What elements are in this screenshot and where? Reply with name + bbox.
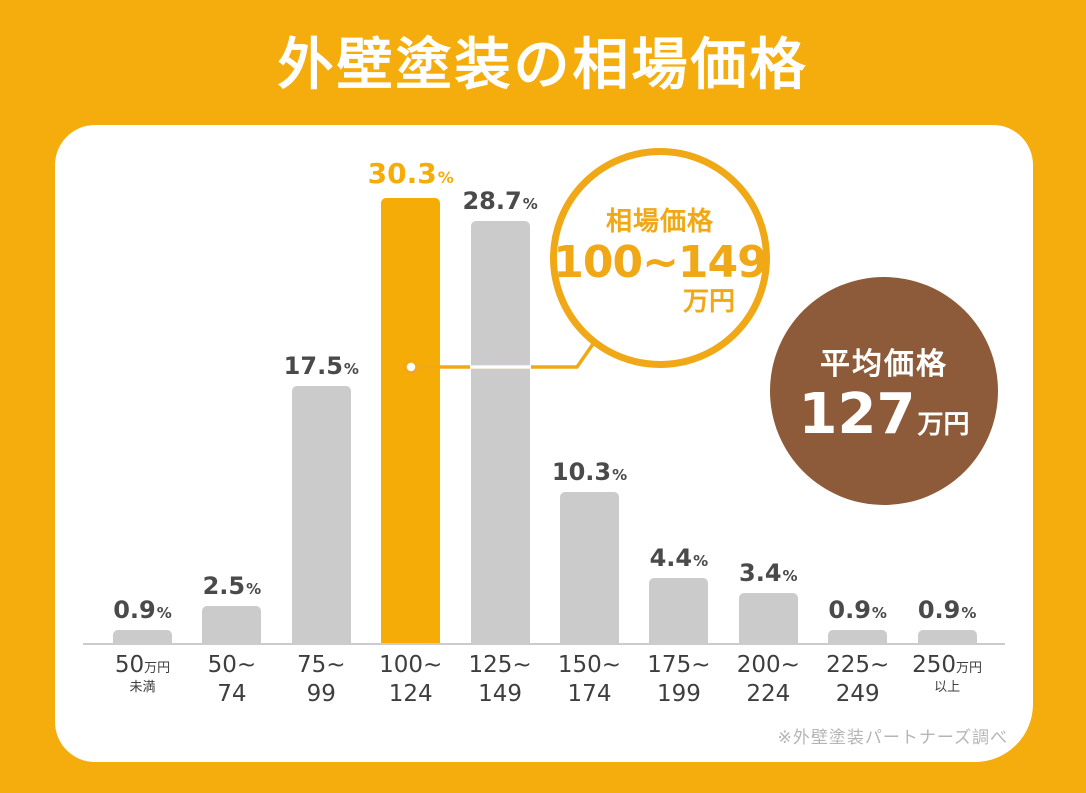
bar-value-label: 2.5% — [202, 572, 262, 601]
bar-column: 0.9% — [903, 125, 992, 643]
average-unit: 万円 — [917, 410, 970, 440]
bar-category-label: 75~ 99 — [297, 652, 346, 707]
bar-category-label: 50万円 未満 — [114, 652, 171, 695]
bar-column: 0.9% — [98, 125, 187, 643]
bar-value-label: 10.3% — [551, 457, 628, 486]
bar — [738, 593, 798, 643]
bar-category-label: 100~ 124 — [379, 652, 443, 707]
bar — [291, 385, 351, 643]
source-note: ※外壁塗装パートナーズ調べ — [777, 728, 1008, 748]
bar-column: 28.7% — [456, 125, 545, 643]
bar-column: 0.9% — [813, 125, 902, 643]
callout-range: 100~149 — [553, 237, 768, 289]
bar — [470, 221, 530, 643]
bar-column: 4.4% — [634, 125, 723, 643]
bar — [917, 629, 977, 643]
bar — [560, 491, 619, 643]
bar-category-label: 225~ 249 — [826, 652, 890, 707]
bar — [828, 629, 888, 643]
chart-card: 0.9% 50万円 未満 2.5% 50~ 74 17.5% 75~ 99 30.3% 100~ 12… — [55, 125, 1033, 762]
average-value: 127 — [798, 382, 916, 447]
average-value-row: 127 万円 — [799, 387, 970, 443]
bar-value-label: 0.9% — [828, 595, 887, 624]
bar-value-label: 30.3% — [367, 156, 454, 190]
callout-unit: 万円 — [682, 286, 735, 317]
bar-column: 17.5% — [277, 125, 366, 643]
bar — [649, 578, 709, 643]
bar-category-label: 175~ 199 — [647, 652, 711, 707]
x-axis-line — [83, 643, 1005, 645]
bar-highlighted — [381, 197, 441, 643]
bar-chart: 0.9% 50万円 未満 2.5% 50~ 74 17.5% 75~ 99 30.3% 100~ 12… — [55, 125, 1033, 762]
bar-value-label: 0.9% — [917, 595, 977, 624]
bar-column: 10.3% — [545, 125, 634, 643]
bar-category-label: 250万円 以上 — [912, 652, 983, 695]
bar-value-label: 17.5% — [283, 351, 359, 380]
bar-value-label: 0.9% — [113, 595, 172, 624]
average-price-badge: 平均価格 127 万円 — [770, 277, 998, 505]
page-title: 外壁塗装の相場価格 — [277, 33, 809, 98]
bar-column: 3.4% — [724, 125, 813, 643]
callout-heading: 相場価格 — [605, 207, 714, 238]
bar-category-label: 125~ 149 — [468, 652, 532, 707]
bar-category-label: 200~ 224 — [736, 652, 800, 707]
average-heading: 平均価格 — [820, 347, 948, 382]
bar-category-label: 50~ 74 — [207, 652, 257, 707]
bar-column: 2.5% — [187, 125, 276, 643]
bar — [202, 606, 262, 643]
bar-category-label: 150~ 174 — [557, 652, 622, 707]
bar — [113, 629, 172, 643]
bar-value-label: 3.4% — [739, 559, 798, 588]
bar-column: 30.3% — [366, 125, 455, 643]
bar-value-label: 28.7% — [462, 187, 538, 216]
market-price-callout: 相場価格 100~149 万円 — [550, 148, 770, 368]
bar-value-label: 4.4% — [649, 544, 709, 573]
